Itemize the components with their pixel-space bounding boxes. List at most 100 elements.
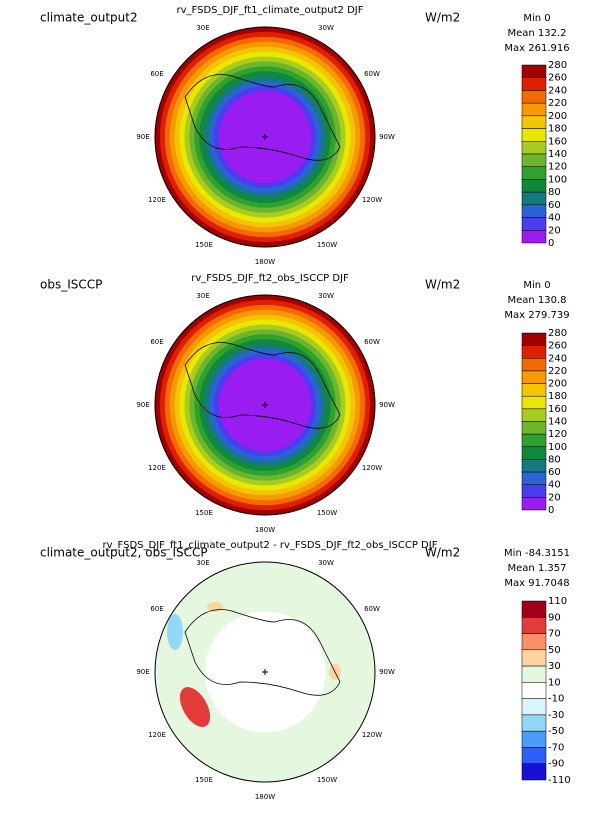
- colorbar-label: 240: [548, 85, 567, 96]
- colorbar-label: 280: [548, 60, 567, 71]
- units: W/m2: [425, 11, 460, 25]
- colorbar-label: 50: [548, 645, 561, 656]
- colorbar-swatch: [521, 633, 547, 651]
- lon-label: 90E: [136, 668, 149, 676]
- colorbar-swatch: [521, 191, 547, 206]
- stat: Min 0: [523, 280, 550, 291]
- lon-label: 30E: [196, 24, 209, 32]
- colorbar-swatch: [521, 714, 547, 732]
- colorbar-label: 140: [548, 417, 567, 428]
- lon-label: 120E: [148, 731, 166, 739]
- colorbar-swatch: [521, 64, 547, 78]
- lon-label: 180W: [255, 258, 275, 266]
- lon-label: 60E: [150, 338, 163, 346]
- colorbar-label: 180: [548, 391, 567, 402]
- stat: Mean 1.357: [507, 563, 566, 574]
- lon-label: 180W: [255, 793, 275, 801]
- map-field: [207, 602, 223, 612]
- colorbar-swatch: [521, 345, 547, 359]
- colorbar-swatch: [521, 408, 547, 422]
- colorbar-swatch: [521, 90, 547, 104]
- colorbar-label: 160: [548, 404, 567, 415]
- coastline: [184, 342, 341, 429]
- lon-label: 120E: [148, 464, 166, 472]
- colorbar-label: -50: [548, 726, 564, 737]
- colorbar-swatch: [521, 102, 547, 117]
- panel-label: climate_output2: [40, 11, 138, 25]
- lon-label: 30E: [196, 292, 209, 300]
- panel-label: climate_output2, obs_ISCCP: [40, 546, 208, 560]
- stat: Max 91.7048: [504, 578, 569, 589]
- colorbar-label: 140: [548, 149, 567, 160]
- lon-label: 180W: [255, 526, 275, 534]
- colorbar-swatch: [521, 395, 547, 410]
- colorbar-label: 80: [548, 187, 561, 198]
- colorbar-swatch: [521, 730, 547, 748]
- coastline: [184, 74, 341, 161]
- map-outline: [154, 294, 376, 516]
- lon-label: 90W: [379, 668, 395, 676]
- map-field: [179, 687, 211, 727]
- colorbar-label: 80: [548, 454, 561, 465]
- colorbar-swatch: [521, 682, 547, 699]
- lon-label: 150W: [317, 241, 337, 249]
- colorbar-label: -30: [548, 710, 564, 721]
- colorbar-label: 120: [548, 162, 567, 173]
- colorbar-label: 160: [548, 136, 567, 147]
- colorbar-label: 100: [548, 174, 567, 185]
- colorbar-label: 180: [548, 124, 567, 135]
- colorbar-swatch: [521, 358, 547, 372]
- panel-label: obs_ISCCP: [40, 278, 102, 292]
- colorbar-label: 60: [548, 200, 561, 211]
- colorbar-label: 30: [548, 661, 561, 672]
- colorbar-swatch: [521, 484, 547, 498]
- colorbar-label: 0: [548, 238, 554, 249]
- map-outline: [154, 561, 376, 783]
- colorbar-label: 120: [548, 429, 567, 440]
- stat: Max 261.916: [504, 43, 569, 54]
- colorbar-label: 110: [548, 596, 567, 607]
- stat: Max 279.739: [504, 310, 569, 321]
- panel-title: rv_FSDS_DJF_ft1_climate_output2 DJF: [177, 5, 364, 16]
- stat: Mean 130.8: [507, 295, 566, 306]
- colorbar-label: 200: [548, 111, 567, 122]
- panel-title: rv_FSDS_DJF_ft1_climate_output2 - rv_FSD…: [103, 540, 438, 551]
- colorbar-label: 70: [548, 629, 561, 640]
- colorbar-swatch: [521, 471, 547, 485]
- colorbar-label: 20: [548, 492, 561, 503]
- map-field: [167, 614, 183, 650]
- lon-label: 150E: [195, 241, 213, 249]
- colorbar-swatch: [521, 128, 547, 142]
- units: W/m2: [425, 546, 460, 560]
- lon-label: 90E: [136, 133, 149, 141]
- colorbar-label: -70: [548, 742, 564, 753]
- colorbar-swatch: [521, 383, 547, 397]
- lon-label: 150W: [317, 509, 337, 517]
- lon-label: 120W: [362, 464, 382, 472]
- colorbar-label: 280: [548, 328, 567, 339]
- colorbar-label: 240: [548, 353, 567, 364]
- colorbar-swatch: [521, 204, 547, 218]
- colorbar-label: 220: [548, 366, 567, 377]
- colorbar-swatch: [521, 665, 547, 683]
- colorbar-label: 100: [548, 442, 567, 453]
- lon-label: 60W: [364, 605, 380, 613]
- colorbar-swatch: [521, 747, 547, 764]
- lon-label: 30E: [196, 559, 209, 567]
- colorbar-label: 90: [548, 612, 561, 623]
- stat: Min 0: [523, 13, 550, 24]
- colorbar-label: 260: [548, 341, 567, 352]
- colorbar-label: 220: [548, 98, 567, 109]
- colorbar-swatch: [521, 153, 547, 167]
- lon-label: 120W: [362, 731, 382, 739]
- plus: [262, 669, 268, 675]
- colorbar-label: 40: [548, 480, 561, 491]
- lon-label: 90E: [136, 401, 149, 409]
- colorbar-swatch: [521, 217, 547, 231]
- panel-title: rv_FSDS_DJF_ft2_obs_ISCCP DJF: [191, 273, 349, 284]
- colorbar-label: -90: [548, 759, 564, 770]
- colorbar-label: 40: [548, 213, 561, 224]
- colorbar-swatch: [521, 370, 547, 384]
- colorbar-swatch: [521, 763, 547, 781]
